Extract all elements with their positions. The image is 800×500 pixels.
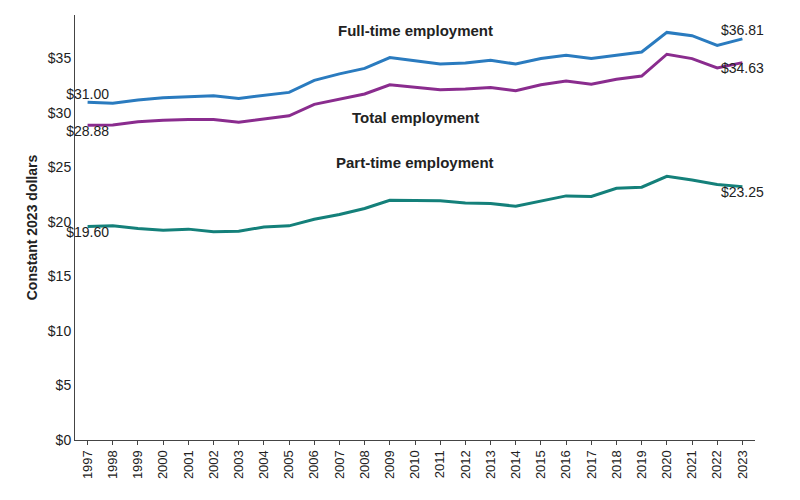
svg-text:2023: 2023	[735, 450, 750, 479]
svg-text:$20: $20	[48, 214, 72, 230]
svg-text:Part-time employment: Part-time employment	[336, 154, 494, 171]
svg-text:$19.60: $19.60	[66, 224, 109, 240]
svg-text:2015: 2015	[533, 450, 548, 479]
svg-text:$35: $35	[48, 50, 72, 66]
svg-text:1998: 1998	[105, 450, 120, 479]
svg-text:1999: 1999	[130, 450, 145, 479]
svg-text:$36.81: $36.81	[721, 22, 764, 38]
svg-text:2022: 2022	[709, 450, 724, 479]
svg-text:2009: 2009	[382, 450, 397, 479]
svg-text:$5: $5	[56, 377, 72, 393]
svg-text:2017: 2017	[584, 450, 599, 479]
svg-text:2016: 2016	[558, 450, 573, 479]
svg-text:2014: 2014	[508, 450, 523, 479]
svg-text:$34.63: $34.63	[721, 60, 764, 76]
svg-text:$31.00: $31.00	[66, 86, 109, 102]
svg-text:$15: $15	[48, 268, 72, 284]
svg-text:Full-time employment: Full-time employment	[338, 22, 493, 39]
svg-text:2018: 2018	[609, 450, 624, 479]
svg-text:2003: 2003	[231, 450, 246, 479]
svg-text:2006: 2006	[306, 450, 321, 479]
svg-text:1997: 1997	[80, 450, 95, 479]
svg-text:$0: $0	[56, 432, 72, 448]
svg-text:2004: 2004	[256, 450, 271, 479]
svg-text:2019: 2019	[634, 450, 649, 479]
svg-text:2001: 2001	[181, 450, 196, 479]
svg-text:2005: 2005	[281, 450, 296, 479]
svg-text:2011: 2011	[432, 450, 447, 478]
svg-text:2008: 2008	[357, 450, 372, 479]
svg-text:$23.25: $23.25	[721, 184, 764, 200]
svg-text:2020: 2020	[659, 450, 674, 479]
svg-text:Total employment: Total employment	[352, 109, 479, 126]
svg-text:$30: $30	[48, 105, 72, 121]
svg-text:2021: 2021	[684, 450, 699, 479]
svg-text:2012: 2012	[458, 450, 473, 479]
svg-text:$28.88: $28.88	[66, 123, 109, 139]
svg-text:$10: $10	[48, 323, 72, 339]
svg-text:2000: 2000	[155, 450, 170, 479]
svg-text:2013: 2013	[483, 450, 498, 479]
svg-text:Constant 2023 dollars: Constant 2023 dollars	[24, 155, 40, 301]
svg-text:2010: 2010	[407, 450, 422, 479]
svg-text:2002: 2002	[206, 450, 221, 479]
svg-text:2007: 2007	[332, 450, 347, 479]
svg-text:$25: $25	[48, 159, 72, 175]
